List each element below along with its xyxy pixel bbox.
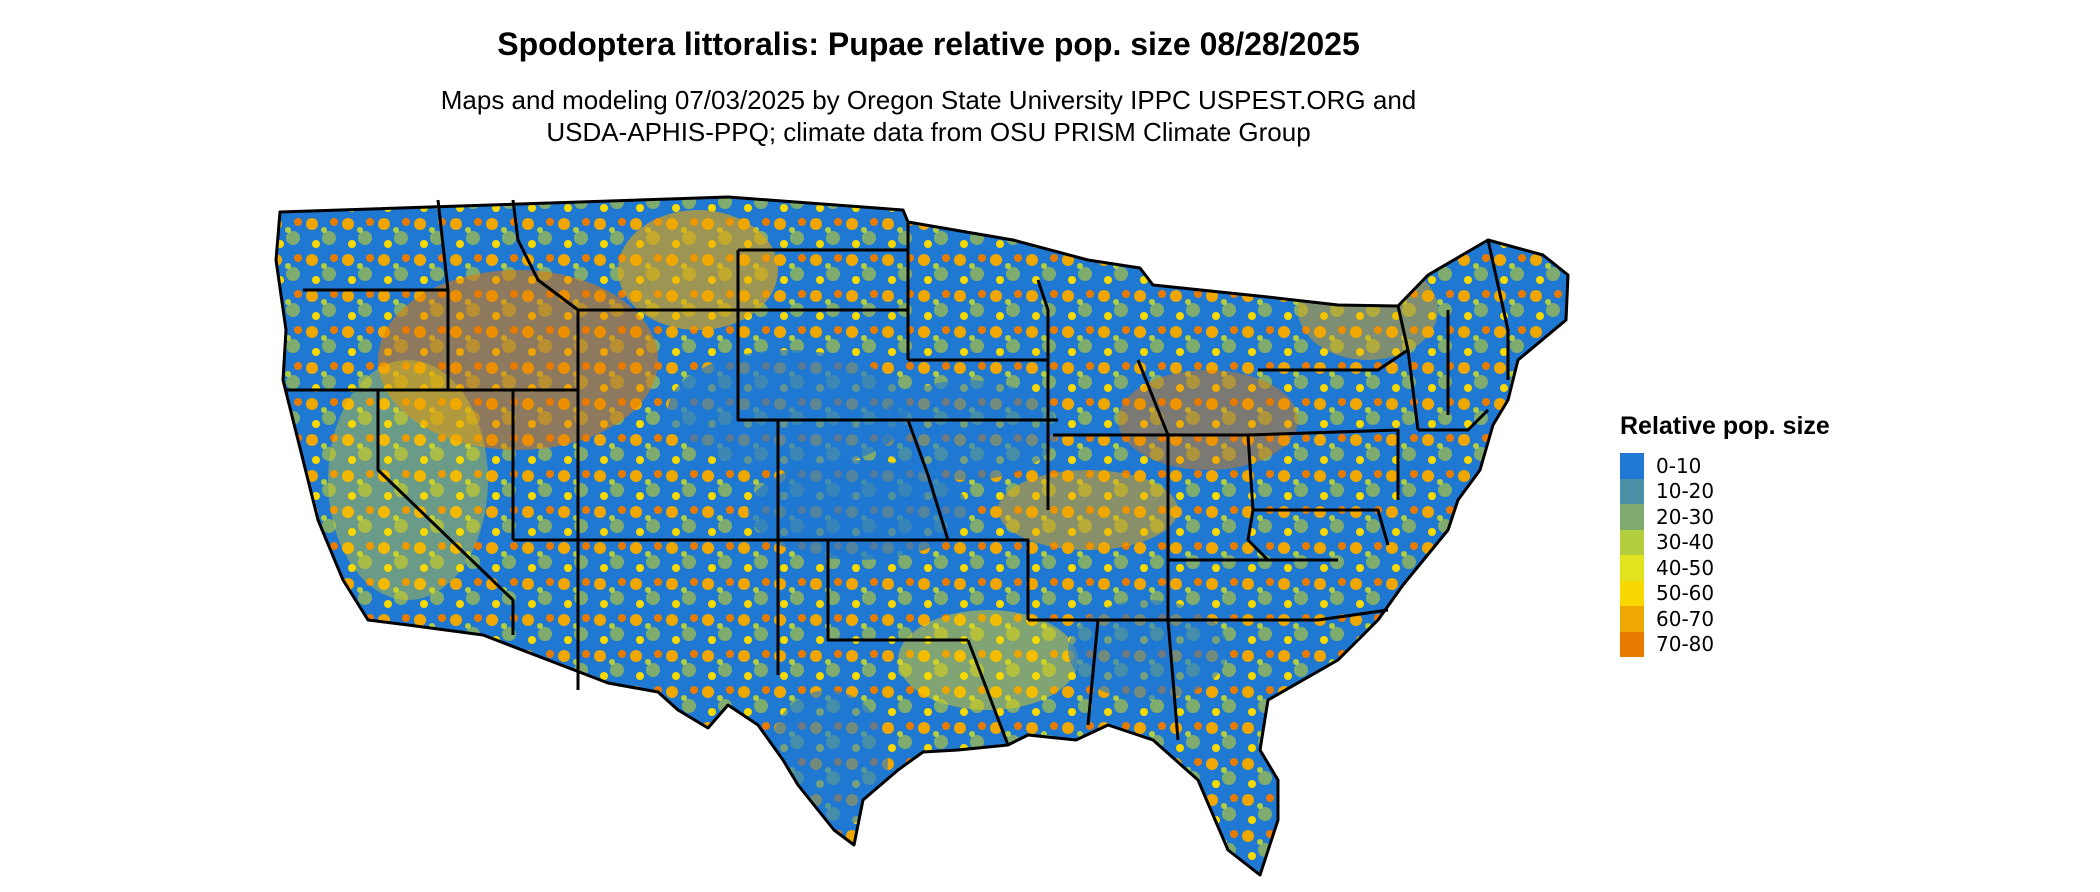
legend-label: 30-40 — [1656, 530, 1715, 555]
legend-swatch — [1620, 453, 1644, 479]
legend-title: Relative pop. size — [1620, 412, 1830, 440]
legend-label: 70-80 — [1656, 632, 1715, 657]
legend-item-60-70: 60-70 — [1620, 606, 1830, 632]
population-raster — [276, 197, 1568, 875]
subtitle-line-2: USDA-APHIS-PPQ; climate data from OSU PR… — [546, 117, 1311, 147]
legend-label: 60-70 — [1656, 606, 1715, 631]
legend-swatch — [1620, 504, 1644, 530]
legend-item-20-30: 20-30 — [1620, 504, 1830, 530]
us-population-map — [274, 195, 1570, 877]
map-subtitle: Maps and modeling 07/03/2025 by Oregon S… — [0, 84, 1857, 148]
legend-label: 50-60 — [1656, 581, 1715, 606]
legend-swatch — [1620, 606, 1644, 632]
legend-swatch — [1620, 580, 1644, 606]
state-lines-east — [1036, 239, 1510, 622]
legend-item-30-40: 30-40 — [1620, 529, 1830, 555]
legend-item-0-10: 0-10 — [1620, 453, 1830, 479]
legend-item-50-60: 50-60 — [1620, 580, 1830, 606]
us-outline — [274, 195, 1570, 877]
subtitle-line-1: Maps and modeling 07/03/2025 by Oregon S… — [440, 85, 1417, 115]
legend-item-40-50: 40-50 — [1620, 555, 1830, 581]
legend-swatch — [1620, 478, 1644, 504]
legend-label: 20-30 — [1656, 504, 1715, 529]
legend: Relative pop. size 0-10 10-20 20-30 30-4… — [1620, 412, 1830, 657]
legend-swatch — [1620, 555, 1644, 581]
state-lines-central — [738, 222, 1180, 746]
legend-swatch — [1620, 529, 1644, 555]
legend-label: 40-50 — [1656, 555, 1715, 580]
legend-item-70-80: 70-80 — [1620, 631, 1830, 657]
legend-item-10-20: 10-20 — [1620, 478, 1830, 504]
legend-swatch — [1620, 631, 1644, 657]
legend-label: 0-10 — [1656, 453, 1702, 478]
legend-label: 10-20 — [1656, 479, 1715, 504]
map-title: Spodoptera littoralis: Pupae relative po… — [497, 26, 1360, 62]
state-borders — [274, 195, 1570, 877]
